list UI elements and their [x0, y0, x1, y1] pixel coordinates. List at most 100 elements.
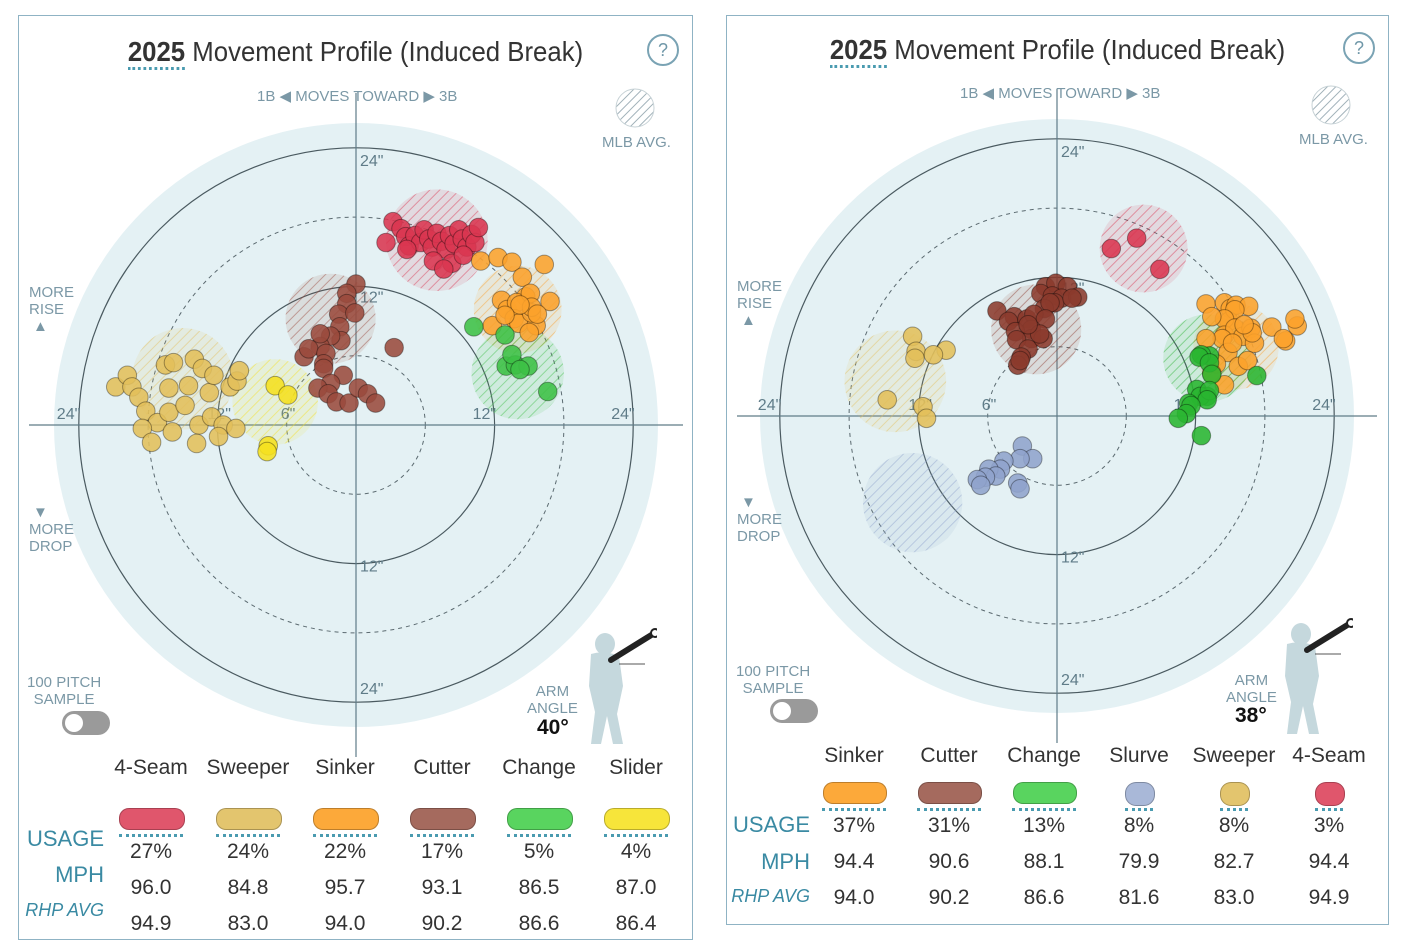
pitch-point-sweeper[interactable]: [916, 408, 937, 429]
pitch-point-4-seam[interactable]: [1101, 238, 1122, 259]
pitch-point-sinker[interactable]: [540, 291, 560, 312]
pitch-point-cutter[interactable]: [1018, 314, 1038, 335]
pitch-point-4-seam[interactable]: [468, 217, 489, 238]
pitch-point-sinker[interactable]: [1201, 306, 1222, 327]
rhp-avg-value: 90.2: [421, 912, 463, 935]
right-arrow-icon: ▶: [1126, 85, 1138, 102]
pitch-point-sinker[interactable]: [1222, 333, 1243, 354]
pitch-point-sweeper[interactable]: [175, 395, 195, 416]
pitch-point-sinker[interactable]: [512, 267, 533, 287]
pitch-point-change[interactable]: [495, 325, 515, 345]
pitch-point-4-seam[interactable]: [1126, 228, 1147, 248]
pitch-point-slider[interactable]: [278, 385, 298, 405]
pitch-point-sweeper[interactable]: [162, 422, 183, 442]
chart-panel-right: 2025 Movement Profile (Induced Break) ? …: [726, 15, 1389, 925]
pitch-color-swatch[interactable]: [313, 808, 379, 830]
pitch-point-change[interactable]: [1201, 364, 1222, 385]
pitch-point-cutter[interactable]: [1010, 350, 1030, 371]
rhp-avg-row-label: RHP AVG: [731, 886, 810, 906]
pitch-point-slurve[interactable]: [970, 475, 991, 496]
pitch-point-cutter[interactable]: [1062, 288, 1082, 308]
pitch-point-sinker[interactable]: [495, 305, 515, 326]
pitch-color-swatch[interactable]: [823, 782, 887, 804]
pitcher-figure-icon: [567, 616, 660, 751]
pitch-color-swatch[interactable]: [1315, 782, 1345, 806]
ring-label: 12": [1061, 550, 1084, 567]
pitch-point-4-seam[interactable]: [433, 259, 454, 279]
pitch-color-swatch[interactable]: [1013, 782, 1077, 804]
pitch-point-sinker[interactable]: [1234, 314, 1254, 335]
chart-title: 2025 Movement Profile (Induced Break): [753, 34, 1361, 68]
pitch-point-cutter[interactable]: [298, 338, 319, 359]
usage-value: 24%: [226, 840, 270, 863]
pitch-point-sinker[interactable]: [1273, 328, 1294, 349]
pitch-name: Change: [502, 756, 576, 779]
pitch-point-sweeper[interactable]: [163, 352, 184, 373]
pitch-color-swatch[interactable]: [410, 808, 476, 830]
pitch-point-change[interactable]: [537, 381, 558, 402]
pitch-color-swatch[interactable]: [918, 782, 982, 804]
pitch-point-sweeper[interactable]: [208, 426, 229, 447]
pitch-point-sinker[interactable]: [1285, 309, 1305, 329]
pitch-color-swatch[interactable]: [216, 808, 282, 830]
pitch-point-change[interactable]: [1191, 425, 1212, 446]
pitch-column-sinker: Sinker 22% 95.7 94.0: [298, 756, 392, 935]
pitch-point-sweeper[interactable]: [159, 378, 179, 398]
pitch-point-sweeper[interactable]: [204, 365, 224, 386]
pitch-point-change[interactable]: [1247, 365, 1267, 386]
pitch-point-sinker[interactable]: [519, 322, 540, 343]
pitch-point-sweeper[interactable]: [132, 418, 153, 439]
ring-label: 6": [982, 397, 997, 414]
pitch-point-sweeper[interactable]: [199, 382, 220, 403]
pitch-point-sweeper[interactable]: [178, 375, 199, 396]
pitch-point-change[interactable]: [510, 359, 530, 380]
pitch-color-swatch[interactable]: [1220, 782, 1250, 806]
pitch-point-sweeper[interactable]: [186, 433, 207, 454]
pitch-point-sinker[interactable]: [1196, 328, 1216, 349]
pitch-point-change[interactable]: [464, 317, 484, 337]
pitch-point-sweeper[interactable]: [877, 390, 898, 410]
mlb-avg-legend-icon: [615, 88, 655, 128]
pitch-point-cutter[interactable]: [339, 393, 359, 413]
pitch-point-sweeper[interactable]: [229, 360, 250, 381]
pitch-point-change[interactable]: [1168, 408, 1189, 429]
pitch-point-cutter[interactable]: [1040, 293, 1060, 313]
sample-toggle[interactable]: [62, 711, 110, 735]
help-icon[interactable]: ?: [647, 34, 679, 66]
pitch-point-sweeper[interactable]: [159, 402, 179, 423]
pitch-color-swatch[interactable]: [507, 808, 573, 830]
pitch-point-cutter[interactable]: [345, 303, 365, 323]
help-icon[interactable]: ?: [1343, 32, 1375, 64]
pitch-point-sinker[interactable]: [527, 304, 548, 324]
pitch-point-cutter[interactable]: [310, 323, 330, 344]
pitch-point-sweeper[interactable]: [141, 432, 162, 453]
left-arrow-icon: ◀: [982, 85, 995, 102]
pitch-point-slider[interactable]: [257, 441, 277, 462]
mph-value: 94.4: [1308, 850, 1350, 873]
pitch-point-cutter[interactable]: [384, 337, 404, 358]
pitch-point-4-seam[interactable]: [1149, 259, 1170, 280]
pitch-point-sinker[interactable]: [1262, 317, 1282, 337]
pitch-point-change[interactable]: [502, 344, 522, 365]
pitch-point-4-seam[interactable]: [376, 232, 396, 253]
pitch-color-swatch[interactable]: [119, 808, 185, 830]
pitch-point-4-seam[interactable]: [453, 245, 474, 266]
rhp-avg-value: 86.4: [615, 912, 657, 935]
pitch-point-sweeper[interactable]: [923, 344, 944, 365]
pitch-point-sinker[interactable]: [502, 252, 522, 272]
pitch-point-sinker[interactable]: [534, 254, 555, 275]
pitch-color-swatch[interactable]: [1125, 782, 1155, 806]
pitch-point-4-seam[interactable]: [397, 239, 417, 260]
pitch-point-slurve[interactable]: [1010, 478, 1030, 499]
pitch-column-4-seam: 4-Seam 27% 96.0 94.9: [104, 756, 198, 935]
pitch-point-sinker[interactable]: [1237, 350, 1258, 371]
pitch-point-slurve[interactable]: [1010, 448, 1030, 469]
pitch-point-cutter[interactable]: [365, 393, 386, 413]
pitch-point-sweeper[interactable]: [905, 348, 925, 369]
pitch-point-sinker[interactable]: [470, 251, 491, 271]
pitch-point-sweeper[interactable]: [226, 418, 246, 439]
pitch-color-swatch[interactable]: [604, 808, 670, 830]
sample-toggle[interactable]: [770, 699, 818, 723]
pitch-point-sinker[interactable]: [510, 295, 530, 315]
pitch-name: Sweeper: [1192, 744, 1276, 767]
